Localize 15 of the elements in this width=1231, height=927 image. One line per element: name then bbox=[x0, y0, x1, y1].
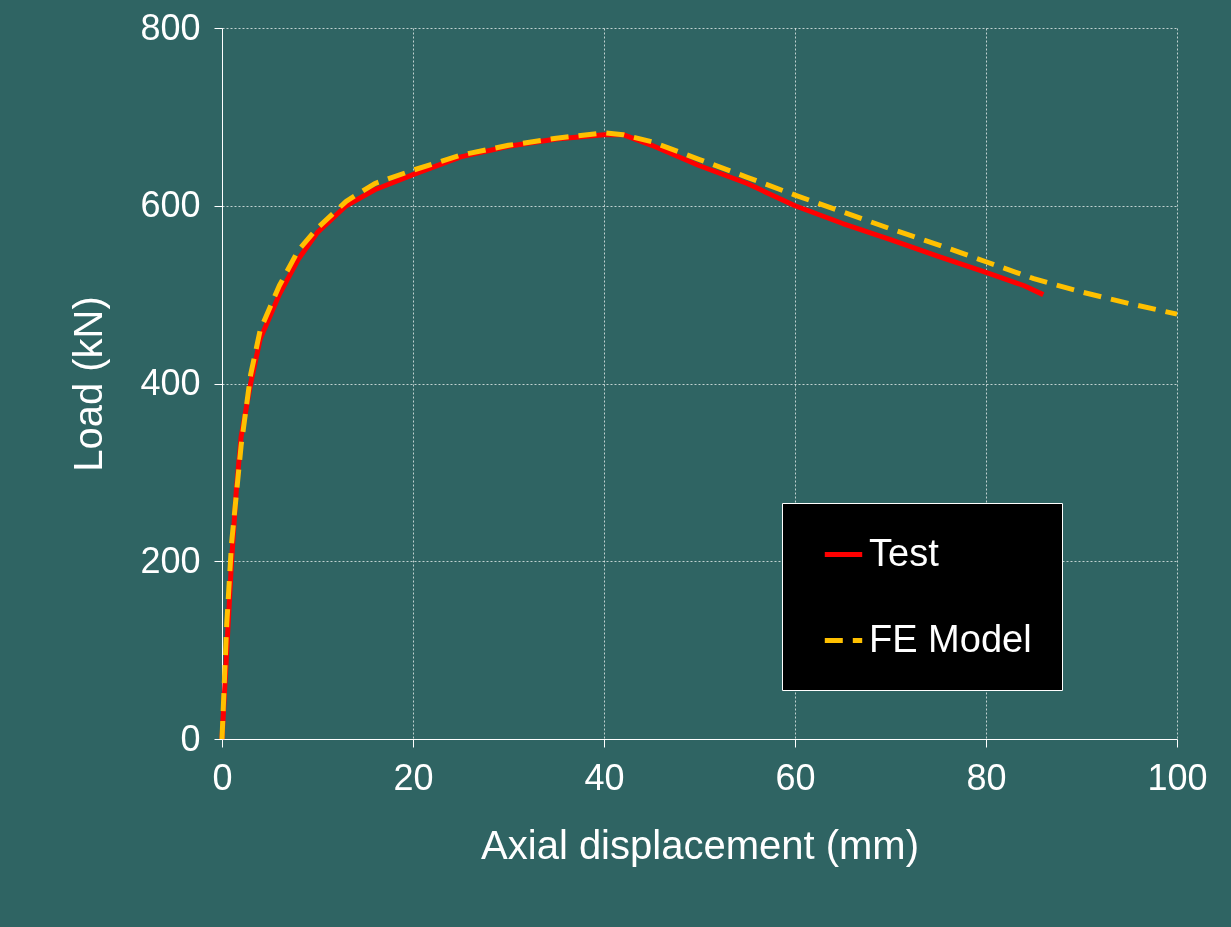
x-axis-title: Axial displacement (mm) bbox=[481, 822, 919, 867]
y-axis-title: Load (kN) bbox=[66, 296, 111, 472]
x-tick-label: 100 bbox=[1147, 756, 1208, 798]
legend-label: Test bbox=[869, 531, 940, 574]
x-tick-label: 0 bbox=[212, 756, 233, 798]
x-tick-label: 80 bbox=[966, 756, 1007, 798]
y-tick-label: 400 bbox=[140, 362, 201, 403]
y-tick-label: 200 bbox=[140, 539, 201, 581]
legend-label: FE Model bbox=[869, 617, 1032, 660]
y-tick-label: 0 bbox=[180, 717, 201, 759]
x-tick-label: 60 bbox=[775, 756, 816, 798]
y-tick-label: 600 bbox=[140, 184, 201, 226]
y-tick-label: 800 bbox=[140, 6, 201, 48]
x-tick-label: 20 bbox=[393, 756, 434, 798]
x-tick-label: 40 bbox=[584, 756, 625, 798]
